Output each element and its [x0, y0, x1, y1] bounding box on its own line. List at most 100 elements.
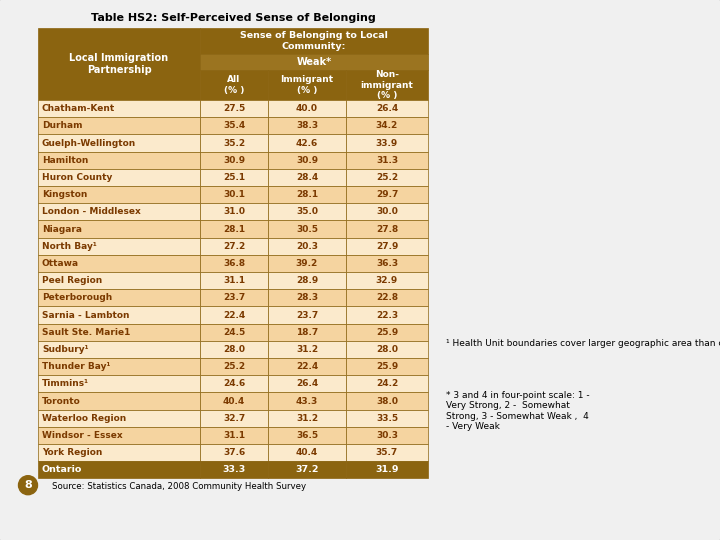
Text: 32.9: 32.9 [376, 276, 398, 285]
Text: York Region: York Region [42, 448, 102, 457]
Bar [268, 289, 346, 306]
Text: Immigrant
(% ): Immigrant (% ) [280, 75, 333, 94]
Bar [200, 341, 268, 358]
Text: 39.2: 39.2 [296, 259, 318, 268]
Text: 35.4: 35.4 [223, 122, 245, 130]
Text: 31.1: 31.1 [223, 431, 245, 440]
Bar [200, 220, 268, 238]
Bar [38, 323, 200, 341]
Bar [38, 306, 200, 323]
Text: 24.2: 24.2 [376, 379, 398, 388]
Bar [268, 117, 346, 134]
Bar [38, 341, 200, 358]
Bar [200, 100, 268, 117]
Bar [346, 393, 428, 410]
Text: 27.5: 27.5 [223, 104, 245, 113]
Bar [268, 461, 346, 478]
Text: Toronto: Toronto [42, 396, 81, 406]
Bar [346, 306, 428, 323]
Text: Windsor - Essex: Windsor - Essex [42, 431, 122, 440]
Text: 38.0: 38.0 [376, 396, 398, 406]
Text: 8: 8 [24, 480, 32, 490]
Bar [200, 306, 268, 323]
Text: 35.7: 35.7 [376, 448, 398, 457]
Bar [200, 134, 268, 152]
Bar [200, 203, 268, 220]
Bar [200, 152, 268, 169]
Bar [346, 272, 428, 289]
Bar [268, 427, 346, 444]
Text: 28.0: 28.0 [376, 345, 398, 354]
Text: 31.2: 31.2 [296, 414, 318, 423]
Text: 24.6: 24.6 [223, 379, 245, 388]
Bar [346, 238, 428, 255]
Bar [346, 358, 428, 375]
Bar [38, 134, 200, 152]
Bar [200, 255, 268, 272]
Bar [346, 427, 428, 444]
Text: 30.1: 30.1 [223, 190, 245, 199]
Bar [38, 289, 200, 306]
Text: 23.7: 23.7 [223, 293, 245, 302]
Text: 33.9: 33.9 [376, 138, 398, 147]
Text: 20.3: 20.3 [296, 242, 318, 251]
Text: 25.1: 25.1 [223, 173, 245, 182]
Text: Sudbury¹: Sudbury¹ [42, 345, 89, 354]
Text: 30.9: 30.9 [223, 156, 245, 165]
Text: Chatham-Kent: Chatham-Kent [42, 104, 115, 113]
Text: North Bay¹: North Bay¹ [42, 242, 96, 251]
Bar [268, 375, 346, 393]
Bar [38, 186, 200, 203]
Bar [268, 152, 346, 169]
Bar [346, 341, 428, 358]
Text: 26.4: 26.4 [376, 104, 398, 113]
Bar [268, 272, 346, 289]
Text: ¹ Health Unit boundaries cover larger geographic area than corresponding LIP are: ¹ Health Unit boundaries cover larger ge… [446, 339, 720, 348]
Text: 40.0: 40.0 [296, 104, 318, 113]
Bar [38, 410, 200, 427]
Bar [200, 117, 268, 134]
Bar [268, 358, 346, 375]
Text: 31.3: 31.3 [376, 156, 398, 165]
Text: 28.4: 28.4 [296, 173, 318, 182]
Bar [346, 134, 428, 152]
Text: 35.2: 35.2 [223, 138, 245, 147]
Bar [38, 220, 200, 238]
Text: 36.5: 36.5 [296, 431, 318, 440]
Bar [346, 410, 428, 427]
Bar [38, 393, 200, 410]
Text: 30.3: 30.3 [376, 431, 398, 440]
Bar [346, 375, 428, 393]
Bar [268, 203, 346, 220]
Text: 37.6: 37.6 [223, 448, 245, 457]
Text: Source: Statistics Canada, 2008 Community Health Survey: Source: Statistics Canada, 2008 Communit… [52, 482, 306, 491]
Bar [38, 375, 200, 393]
Bar [200, 238, 268, 255]
Text: 31.2: 31.2 [296, 345, 318, 354]
Text: Kingston: Kingston [42, 190, 87, 199]
Bar [200, 375, 268, 393]
Text: Niagara: Niagara [42, 225, 82, 233]
Text: Durham: Durham [42, 122, 83, 130]
Text: 25.9: 25.9 [376, 328, 398, 337]
Text: 29.7: 29.7 [376, 190, 398, 199]
Text: 25.9: 25.9 [376, 362, 398, 371]
Text: 28.0: 28.0 [223, 345, 245, 354]
Bar [268, 238, 346, 255]
Bar [38, 203, 200, 220]
Text: Ottawa: Ottawa [42, 259, 79, 268]
Bar [38, 272, 200, 289]
Text: 23.7: 23.7 [296, 310, 318, 320]
Text: 25.2: 25.2 [223, 362, 245, 371]
Bar [200, 186, 268, 203]
Text: 27.9: 27.9 [376, 242, 398, 251]
Text: 30.5: 30.5 [296, 225, 318, 233]
Text: 28.3: 28.3 [296, 293, 318, 302]
Bar [346, 203, 428, 220]
Text: Ontario: Ontario [42, 465, 82, 474]
Text: All
(% ): All (% ) [224, 75, 244, 94]
Text: Sault Ste. Marie1: Sault Ste. Marie1 [42, 328, 130, 337]
Bar [38, 117, 200, 134]
Bar [200, 323, 268, 341]
Bar [268, 70, 346, 100]
